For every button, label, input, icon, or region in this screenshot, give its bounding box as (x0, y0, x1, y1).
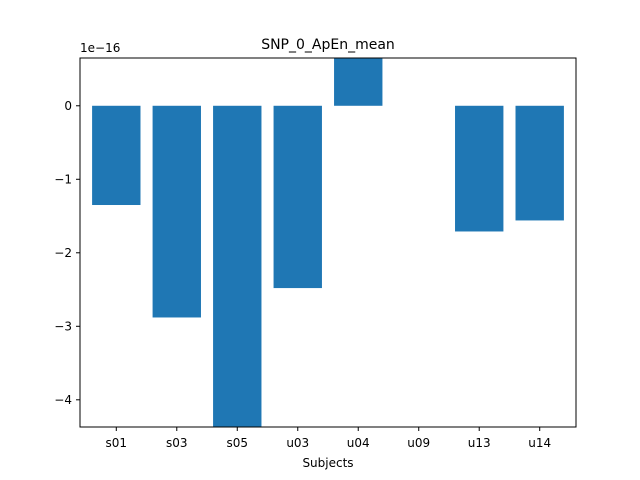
bar-s03 (152, 105, 201, 318)
plot-frame (79, 57, 577, 428)
x-tick-label-u09: u09 (407, 436, 430, 450)
y-tick-label: −3 (54, 319, 72, 333)
x-tick-label-u13: u13 (468, 436, 491, 450)
bars-group (92, 58, 564, 428)
y-scale-label: 1e−16 (80, 41, 120, 55)
y-tick-label: −2 (54, 246, 72, 260)
x-axis-label: Subjects (302, 456, 353, 470)
y-tick-label: −4 (54, 393, 72, 407)
bar-s01 (92, 105, 141, 206)
x-tick-label-s03: s03 (166, 436, 188, 450)
bar-u13 (455, 105, 504, 232)
x-axis: s01 s03 s05 u03 u04 u09 u13 u14 (106, 427, 551, 450)
chart-title: SNP_0_ApEn_mean (261, 37, 395, 53)
x-tick-label-s05: s05 (227, 436, 249, 450)
x-tick-label-u04: u04 (347, 436, 370, 450)
x-tick-label-u14: u14 (528, 436, 551, 450)
bar-u04 (334, 58, 383, 106)
bar-s05 (213, 105, 262, 428)
y-tick-label: 0 (64, 99, 72, 113)
x-tick-label-u03: u03 (286, 436, 309, 450)
x-tick-label-s01: s01 (106, 436, 128, 450)
bar-u03 (273, 105, 322, 289)
y-tick-label: −1 (54, 172, 72, 186)
bar-u14 (515, 105, 564, 221)
y-axis: 0 −1 −2 −3 −4 (54, 99, 80, 407)
